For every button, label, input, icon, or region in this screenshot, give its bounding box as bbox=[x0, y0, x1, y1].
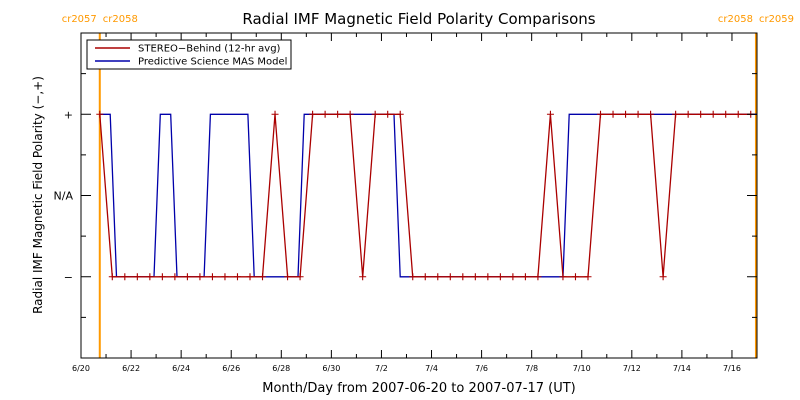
series-0-point-46 bbox=[672, 110, 680, 118]
series-0-point-25 bbox=[409, 273, 417, 281]
series-0-point-38 bbox=[571, 273, 579, 281]
series-0-point-44 bbox=[647, 110, 655, 118]
carrington-label-right-1: cr2059 bbox=[759, 14, 794, 25]
series-0-point-33 bbox=[509, 273, 517, 281]
series-0-point-42 bbox=[622, 110, 630, 118]
y-tick-label-1: N/A bbox=[54, 190, 74, 203]
series-0-point-50 bbox=[722, 110, 730, 118]
x-tick-label-12: 7/14 bbox=[673, 364, 691, 373]
series-0-point-47 bbox=[684, 110, 692, 118]
series-0-point-11 bbox=[233, 273, 241, 281]
series-0-point-32 bbox=[496, 273, 504, 281]
series-0-point-22 bbox=[371, 110, 379, 118]
legend: STEREO−Behind (12-hr avg) Predictive Sci… bbox=[86, 39, 292, 70]
series-0-point-28 bbox=[446, 273, 454, 281]
series-0-point-5 bbox=[158, 273, 166, 281]
series-0-point-2 bbox=[121, 273, 129, 281]
x-tick-label-9: 7/8 bbox=[525, 364, 538, 373]
legend-label-stereo: STEREO−Behind (12-hr avg) bbox=[138, 44, 281, 55]
series-0-point-14 bbox=[271, 110, 279, 118]
carrington-label-left-0: cr2057 bbox=[62, 14, 97, 25]
x-axis-label: Month/Day from 2007-06-20 to 2007-07-17 … bbox=[262, 381, 575, 396]
series-0-point-7 bbox=[183, 273, 191, 281]
y-tick-label-2: − bbox=[64, 271, 73, 284]
x-tick-label-2: 6/24 bbox=[172, 364, 190, 373]
series-0-point-6 bbox=[171, 273, 179, 281]
x-tick-label-0: 6/20 bbox=[72, 364, 90, 373]
x-tick-label-8: 7/6 bbox=[475, 364, 488, 373]
series-0-point-17 bbox=[309, 110, 317, 118]
series-group bbox=[96, 110, 757, 281]
series-0-point-40 bbox=[597, 110, 605, 118]
series-0-point-35 bbox=[534, 273, 542, 281]
carrington-label-left-1: cr2058 bbox=[718, 14, 753, 25]
series-0-point-18 bbox=[321, 110, 329, 118]
x-tick-label-6: 7/2 bbox=[375, 364, 388, 373]
series-0-point-4 bbox=[146, 273, 154, 281]
series-0-point-13 bbox=[259, 273, 267, 281]
series-line-1 bbox=[99, 113, 757, 278]
x-tick-label-11: 7/12 bbox=[623, 364, 641, 373]
series-0-point-8 bbox=[196, 273, 204, 281]
chart-title: Radial IMF Magnetic Field Polarity Compa… bbox=[242, 10, 595, 28]
series-0-point-21 bbox=[359, 273, 367, 281]
plot-frame bbox=[80, 32, 758, 359]
x-tick-label-7: 7/4 bbox=[425, 364, 438, 373]
series-0-point-39 bbox=[584, 273, 592, 281]
series-0-point-12 bbox=[246, 273, 254, 281]
series-0-point-23 bbox=[384, 110, 392, 118]
series-0-point-34 bbox=[521, 273, 529, 281]
series-0-point-27 bbox=[434, 273, 442, 281]
series-0-point-48 bbox=[697, 110, 705, 118]
y-axis-label: Radial IMF Magnetic Field Polarity (−,+) bbox=[31, 76, 45, 314]
series-0-point-0 bbox=[96, 110, 104, 118]
series-0-point-51 bbox=[734, 110, 742, 118]
x-tick-label-5: 6/30 bbox=[322, 364, 340, 373]
series-0-point-41 bbox=[609, 110, 617, 118]
legend-box bbox=[86, 39, 292, 70]
legend-label-mas-model: Predictive Science MAS Model bbox=[138, 57, 287, 68]
y-tick-label-0: + bbox=[64, 108, 73, 121]
x-tick-label-13: 7/16 bbox=[723, 364, 741, 373]
series-0-point-9 bbox=[208, 273, 216, 281]
series-0-point-16 bbox=[296, 273, 304, 281]
series-0-point-30 bbox=[471, 273, 479, 281]
series-0-point-20 bbox=[346, 110, 354, 118]
series-0-point-15 bbox=[284, 273, 292, 281]
series-0-point-1 bbox=[108, 273, 116, 281]
series-0-point-29 bbox=[459, 273, 467, 281]
x-tick-label-3: 6/26 bbox=[222, 364, 240, 373]
series-0-point-10 bbox=[221, 273, 229, 281]
series-0-point-45 bbox=[659, 273, 667, 281]
x-tick-label-4: 6/28 bbox=[272, 364, 290, 373]
series-0-point-3 bbox=[133, 273, 141, 281]
series-0-point-24 bbox=[396, 110, 404, 118]
axis-ticks: 6/20 6/22 6/24 6/26 6/28 6/30 7/2 7/4 7/6 7/8 7/10… bbox=[54, 32, 758, 373]
x-tick-label-1: 6/22 bbox=[122, 364, 140, 373]
series-line-0 bbox=[99, 113, 751, 278]
series-0-point-26 bbox=[421, 273, 429, 281]
x-tick-label-10: 7/10 bbox=[573, 364, 591, 373]
series-0-point-37 bbox=[559, 273, 567, 281]
series-0-point-36 bbox=[546, 110, 554, 118]
series-0-point-19 bbox=[334, 110, 342, 118]
carrington-label-right-0: cr2058 bbox=[103, 14, 138, 25]
series-0-point-49 bbox=[709, 110, 717, 118]
series-0-point-31 bbox=[484, 273, 492, 281]
series-0-point-43 bbox=[634, 110, 642, 118]
